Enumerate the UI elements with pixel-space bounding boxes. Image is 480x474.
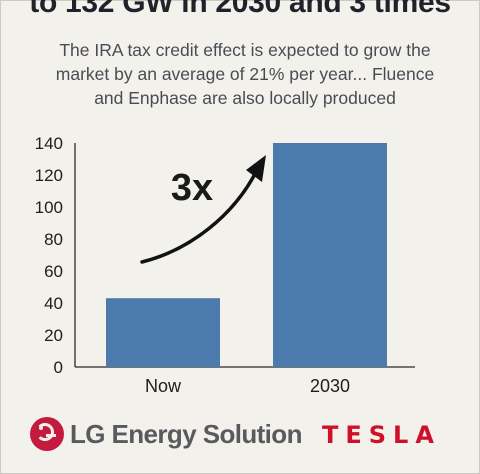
category-label: 2030 <box>310 376 350 396</box>
y-tick-label: 120 <box>35 166 63 185</box>
lg-energy-solution-logo: LG Energy Solution <box>70 419 302 449</box>
y-tick-label: 40 <box>44 294 63 313</box>
y-tick-label: 0 <box>54 358 63 377</box>
y-tick-label: 60 <box>44 262 63 281</box>
category-label: Now <box>145 376 182 396</box>
logo-row: LG Energy Solution TESLA <box>30 415 460 455</box>
growth-annotation: 3x <box>140 155 266 264</box>
growth-arrow <box>140 166 260 264</box>
y-tick-label: 20 <box>44 326 63 345</box>
category-labels: Now 2030 <box>145 376 350 396</box>
arrowhead-icon <box>246 155 266 182</box>
subtitle: The IRA tax credit effect is expected to… <box>55 40 435 108</box>
bar-2030 <box>273 143 387 367</box>
lg-logo-icon <box>30 417 64 451</box>
bars <box>106 143 387 367</box>
y-tick-label: 100 <box>35 198 63 217</box>
multiplier-label: 3x <box>171 167 213 209</box>
y-tick-label: 80 <box>44 230 63 249</box>
tesla-logo: TESLA <box>322 421 441 449</box>
y-tick-label: 140 <box>35 134 63 153</box>
headline: to 132 GW in 2030 and 3 times <box>29 0 451 19</box>
bar-now <box>106 298 220 367</box>
y-axis-ticks: 0 20 40 60 80 100 120 140 <box>35 134 63 377</box>
